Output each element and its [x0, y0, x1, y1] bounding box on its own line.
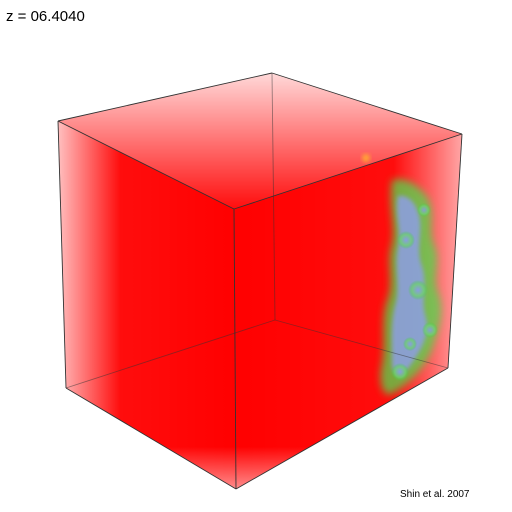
ionized-bubble — [417, 203, 431, 217]
cube-edge-hidden — [65, 319, 276, 389]
cube-edge — [57, 120, 67, 389]
cube-top-face — [58, 73, 462, 209]
ionized-region — [362, 154, 442, 395]
cube-edge — [57, 120, 235, 210]
cube-edge — [447, 133, 463, 369]
cube-edge-hidden — [271, 72, 276, 321]
cube-edge — [271, 72, 463, 135]
credit-label: Shin et al. 2007 — [400, 489, 470, 500]
cube-edge — [65, 387, 237, 490]
ionized-bubble — [408, 280, 428, 300]
cube-edge — [57, 72, 273, 122]
cube-bottom-haze — [66, 320, 448, 489]
cube-edge — [233, 208, 237, 490]
redshift-label: z = 06.4040 — [6, 8, 85, 25]
ionized-bubble — [397, 231, 415, 249]
ionized-bubble — [403, 337, 417, 351]
cube-edge-hidden — [274, 319, 449, 369]
ionized-spot — [362, 154, 370, 162]
cube-edges — [57, 72, 463, 490]
cube-edge — [233, 133, 463, 210]
cube-edge — [235, 367, 449, 490]
ionized-bubble — [391, 363, 409, 381]
ionized-bubble — [422, 322, 438, 338]
